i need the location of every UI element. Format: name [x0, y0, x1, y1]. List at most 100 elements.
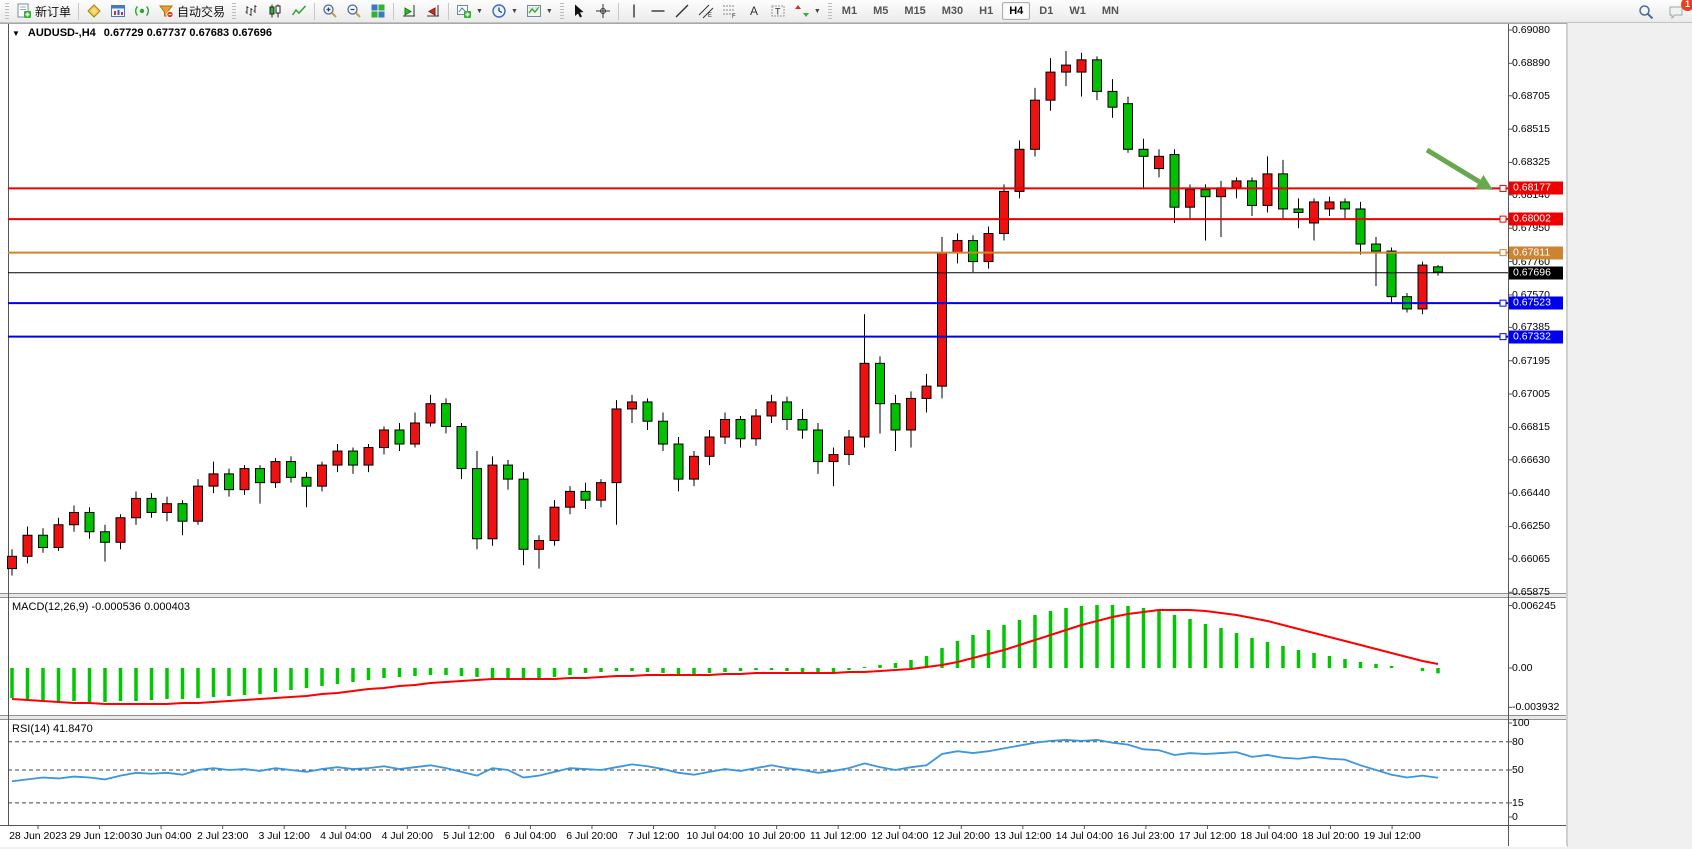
candle — [983, 233, 994, 263]
candle — [627, 401, 637, 410]
candle — [1123, 103, 1133, 150]
chart-shift-button[interactable] — [421, 0, 445, 22]
indicators-button[interactable]: ▼ — [452, 0, 487, 22]
main-toolbar: 新订单 — [0, 0, 1692, 23]
trend-arrow-head — [1475, 174, 1493, 190]
candle — [255, 468, 265, 484]
time-axis-label: 4 Jul 04:00 — [320, 830, 372, 842]
market-watch-button[interactable] — [106, 0, 130, 22]
candle — [162, 503, 172, 513]
bar-chart-button[interactable] — [239, 0, 263, 22]
candle — [952, 240, 963, 254]
chart-title: ▼ AUDUSD-,H4 0.67729 0.67737 0.67683 0.6… — [12, 27, 272, 39]
candle — [332, 450, 343, 466]
templates-button[interactable]: ▼ — [522, 0, 557, 22]
candle — [1076, 59, 1087, 73]
periods-button[interactable]: ▼ — [487, 0, 522, 22]
toolbar-separator — [448, 2, 450, 20]
arrows-tool-button[interactable]: ▼ — [790, 0, 825, 22]
horizontal-line-tool-button[interactable] — [646, 0, 670, 22]
community-button[interactable]: 1 — [1664, 0, 1692, 23]
auto-trading-label: 自动交易 — [177, 4, 226, 19]
candle — [689, 455, 699, 480]
candle — [518, 478, 529, 550]
auto-scroll-button[interactable] — [397, 0, 421, 22]
candle — [1138, 148, 1149, 157]
text-tool-button[interactable]: A — [742, 0, 766, 22]
fibonacci-tool-button[interactable]: F — [718, 0, 742, 22]
search-button[interactable] — [1634, 1, 1658, 23]
candle — [1386, 250, 1397, 298]
macd-indicator-label: MACD(12,26,9) -0.000536 0.000403 — [12, 601, 190, 613]
candle — [487, 464, 498, 540]
timeframe-button-mn[interactable]: MN — [1101, 5, 1119, 17]
candle — [146, 497, 157, 513]
timeframe-button-h1[interactable]: H1 — [979, 5, 994, 17]
zoom-out-button[interactable] — [342, 0, 366, 22]
timeframe-button-d1[interactable]: D1 — [1039, 5, 1054, 17]
toolbar-grip[interactable] — [827, 3, 832, 19]
candle — [1293, 208, 1304, 213]
price-axis-label: 0.65875 — [1512, 586, 1550, 599]
auto-trading-button[interactable]: 自动交易 — [154, 0, 229, 22]
candle — [1417, 264, 1428, 310]
chart-menu-triangle-icon[interactable]: ▼ — [12, 28, 20, 38]
cursor-tool-button[interactable] — [567, 0, 591, 22]
time-axis-label: 18 Jul 04:00 — [1240, 830, 1298, 842]
time-axis-label: 16 Jul 23:00 — [1117, 830, 1175, 842]
channel-tool-button[interactable]: E — [694, 0, 718, 22]
candle — [906, 397, 916, 431]
timeframe-button-m1[interactable]: M1 — [841, 5, 858, 17]
toolbar-separator — [314, 2, 316, 20]
candle — [503, 464, 513, 480]
toolbar-grip[interactable] — [559, 3, 564, 19]
rsi-axis-label: 100 — [1512, 717, 1530, 729]
tile-windows-button[interactable] — [366, 0, 390, 22]
history-center-button[interactable] — [82, 0, 106, 22]
gold-book-icon — [87, 4, 101, 18]
price-axis-label: 0.67005 — [1512, 388, 1550, 401]
timeframe-button-m5[interactable]: M5 — [873, 5, 889, 17]
chart-symbol-title: AUDUSD-,H4 — [27, 27, 96, 39]
timeframe-button-h4[interactable]: H4 — [1002, 2, 1031, 20]
candle — [53, 524, 64, 549]
toolbar-grip[interactable] — [232, 3, 237, 19]
template-icon — [526, 5, 541, 17]
price-line-badge: 0.67811 — [1509, 246, 1563, 260]
candle — [658, 420, 668, 445]
signals-button[interactable] — [130, 0, 154, 22]
line-chart-button[interactable] — [287, 0, 311, 22]
cursor-icon — [574, 4, 584, 18]
candle — [1231, 180, 1242, 189]
price-axis-label: 0.66630 — [1512, 453, 1550, 466]
timeframe-button-w1[interactable]: W1 — [1069, 5, 1086, 17]
vertical-line-tool-button[interactable] — [622, 0, 646, 22]
candle — [673, 443, 684, 480]
svg-text:E: E — [708, 13, 712, 19]
chart-window[interactable] — [0, 23, 1568, 847]
candle — [1045, 71, 1056, 101]
new-order-button[interactable]: 新订单 — [12, 0, 75, 22]
candle — [1247, 180, 1257, 206]
hline-handle — [1499, 249, 1507, 257]
trendline-tool-button[interactable] — [670, 0, 694, 22]
timeframe-button-m30[interactable]: M30 — [941, 5, 964, 17]
chart-shift-icon — [427, 5, 440, 17]
candlestick-chart-button[interactable] — [263, 0, 287, 22]
candle — [1433, 266, 1443, 273]
time-axis-label: 30 Jun 04:00 — [130, 830, 192, 842]
zoom-in-icon — [323, 4, 337, 18]
candlestick-chart-icon — [269, 4, 281, 18]
candle — [7, 555, 17, 570]
timeframe-button-m15[interactable]: M15 — [904, 5, 926, 17]
time-axis-label: 10 Jul 04:00 — [686, 830, 744, 842]
text-label-tool-button[interactable]: T — [766, 0, 790, 22]
time-axis-label: 28 Jun 2023 — [9, 830, 67, 842]
crosshair-tool-button[interactable] — [591, 0, 615, 22]
toolbar-grip[interactable] — [5, 3, 9, 19]
time-axis-label: 3 Jul 12:00 — [258, 830, 310, 842]
candle — [534, 540, 544, 550]
candle — [363, 447, 374, 466]
zoom-in-button[interactable] — [318, 0, 342, 22]
